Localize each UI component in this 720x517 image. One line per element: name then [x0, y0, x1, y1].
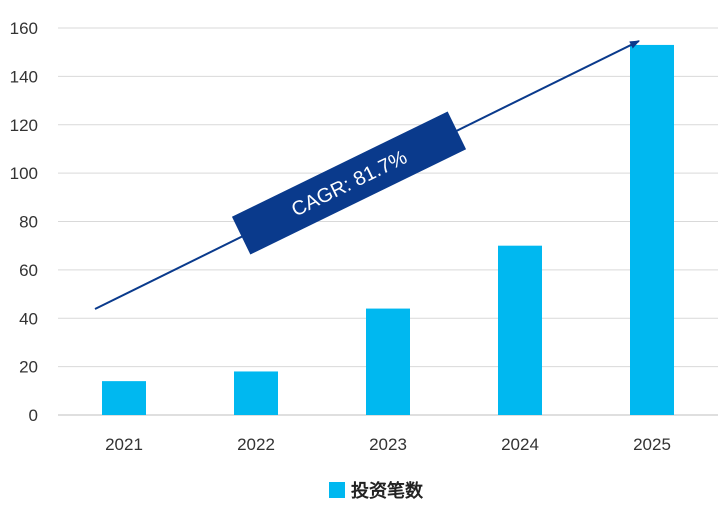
x-tick-label: 2023	[369, 435, 407, 454]
y-tick-label: 60	[19, 261, 38, 280]
bars	[102, 44, 674, 416]
y-tick-label: 0	[29, 406, 38, 425]
y-tick-label: 80	[19, 213, 38, 232]
bar-2024	[498, 245, 542, 415]
x-tick-label: 2021	[105, 435, 143, 454]
legend: 投资笔数	[329, 480, 424, 502]
legend-label: 投资笔数	[351, 480, 424, 502]
cagr-box	[231, 111, 467, 255]
bar-2023	[366, 308, 410, 415]
y-tick-label: 100	[10, 164, 38, 183]
y-tick-label: 160	[10, 19, 38, 38]
x-axis: 2021 2022 2023 2024 2025	[105, 435, 671, 454]
cagr-label: CAGR: 81.7%	[231, 111, 467, 255]
x-tick-label: 2024	[501, 435, 539, 454]
legend-swatch	[329, 482, 345, 498]
bar-2021	[102, 381, 146, 415]
x-tick-label: 2025	[633, 435, 671, 454]
y-tick-label: 120	[10, 116, 38, 135]
y-axis: 0 20 40 60 80 100 120 140 160	[10, 19, 38, 425]
x-tick-label: 2022	[237, 435, 275, 454]
bar-2022	[234, 371, 278, 415]
y-tick-label: 40	[19, 309, 38, 328]
y-tick-label: 140	[10, 67, 38, 86]
bar-2025	[630, 44, 674, 416]
cagr-annotation: CAGR: 81.7%	[94, 40, 640, 310]
y-tick-label: 20	[19, 358, 38, 377]
